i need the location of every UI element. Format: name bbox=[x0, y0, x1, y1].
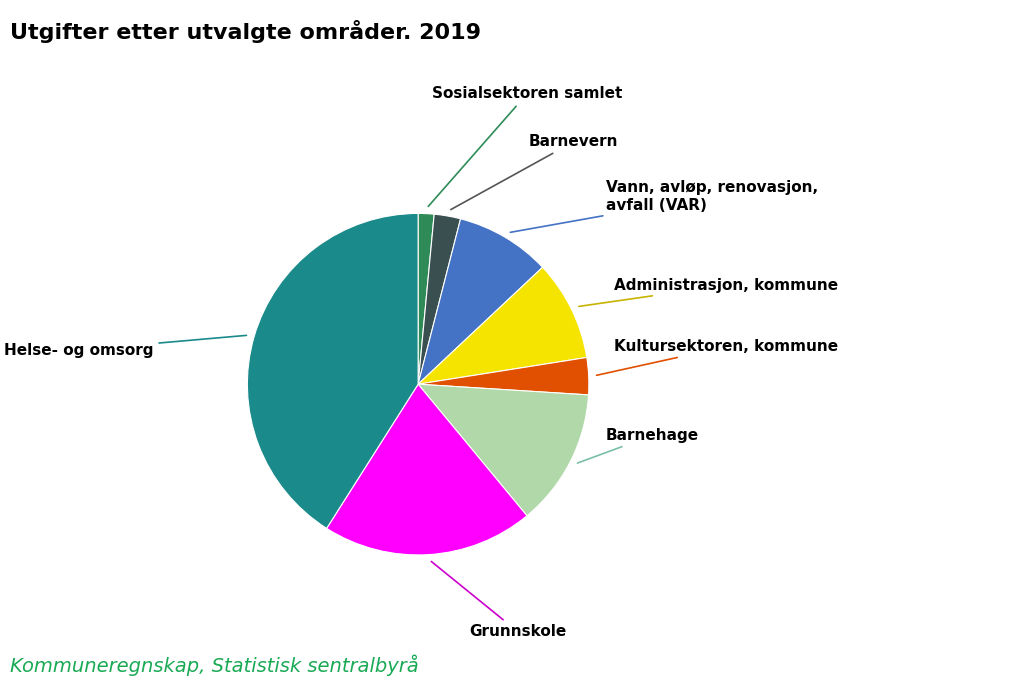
Wedge shape bbox=[418, 384, 589, 516]
Text: Barnehage: Barnehage bbox=[578, 428, 699, 463]
Text: Vann, avløp, renovasjon,
avfall (VAR): Vann, avløp, renovasjon, avfall (VAR) bbox=[510, 180, 818, 232]
Wedge shape bbox=[418, 357, 589, 395]
Text: Grunnskole: Grunnskole bbox=[431, 561, 566, 639]
Text: Utgifter etter utvalgte områder. 2019: Utgifter etter utvalgte områder. 2019 bbox=[10, 20, 481, 44]
Text: Kommuneregnskap, Statistisk sentralbyrå: Kommuneregnskap, Statistisk sentralbyrå bbox=[10, 655, 419, 676]
Text: Helse- og omsorg: Helse- og omsorg bbox=[4, 335, 247, 357]
Wedge shape bbox=[418, 214, 434, 384]
Wedge shape bbox=[418, 214, 461, 384]
Text: Barnevern: Barnevern bbox=[451, 135, 618, 210]
Wedge shape bbox=[327, 384, 527, 555]
Text: Sosialsektoren samlet: Sosialsektoren samlet bbox=[428, 87, 623, 206]
Wedge shape bbox=[418, 219, 543, 384]
Wedge shape bbox=[418, 267, 587, 384]
Text: Kultursektoren, kommune: Kultursektoren, kommune bbox=[597, 339, 839, 375]
Text: Administrasjon, kommune: Administrasjon, kommune bbox=[579, 278, 839, 307]
Wedge shape bbox=[248, 213, 418, 529]
